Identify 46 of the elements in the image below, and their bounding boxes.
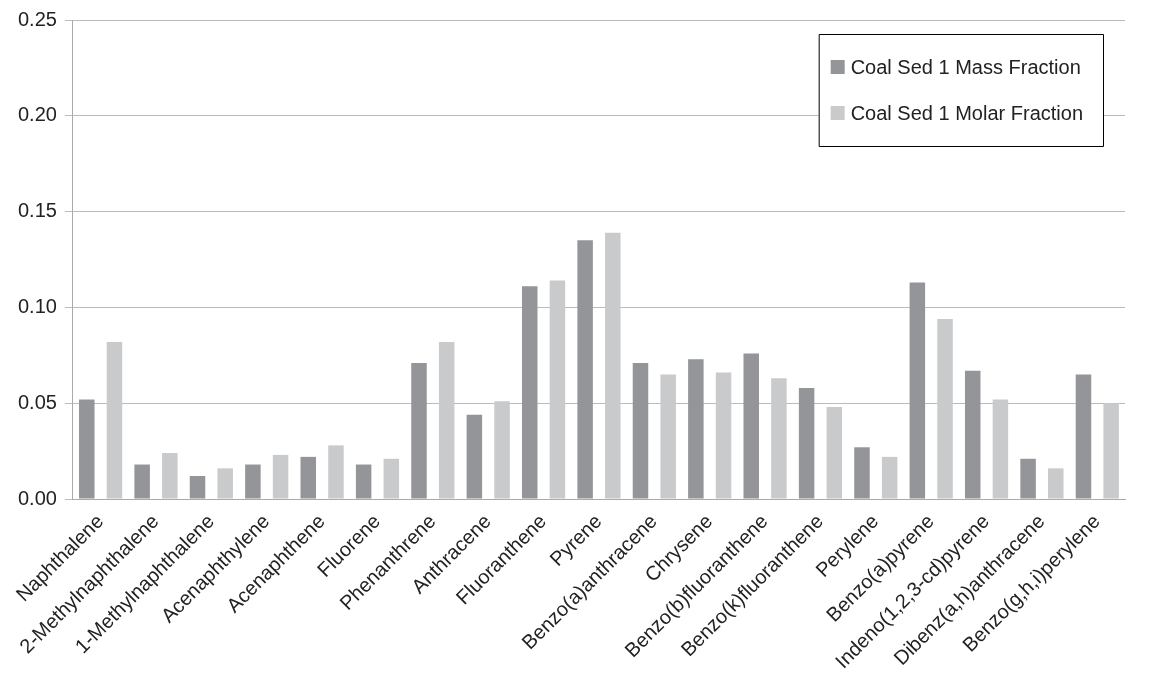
y-tick-label: 0.15 — [17, 199, 57, 222]
y-tick-label: 0.25 — [17, 7, 57, 30]
bar — [771, 378, 787, 499]
y-tick-label: 0.00 — [17, 486, 57, 509]
bar — [743, 353, 759, 499]
y-tick-label: 0.10 — [17, 294, 57, 317]
bar — [355, 464, 372, 499]
bar — [549, 280, 566, 499]
bar — [577, 240, 593, 499]
y-tick-label: 0.05 — [17, 390, 57, 413]
bar — [1103, 403, 1119, 499]
bar — [826, 407, 843, 499]
bar — [494, 401, 510, 499]
bar — [1020, 458, 1036, 499]
bar — [245, 464, 261, 499]
bar — [632, 362, 649, 499]
y-tick-label: 0.20 — [17, 103, 57, 126]
legend-label: Coal Sed 1 Mass Fraction — [850, 55, 1081, 78]
bar — [605, 232, 621, 499]
bar — [854, 447, 870, 499]
bar — [106, 341, 123, 499]
bar — [798, 387, 815, 499]
bar — [1048, 468, 1064, 499]
bar — [383, 458, 400, 499]
bar — [217, 468, 233, 499]
bar — [328, 445, 344, 499]
bar — [881, 456, 898, 499]
bar — [1075, 374, 1092, 499]
bar — [937, 318, 953, 499]
bar — [300, 456, 317, 499]
bar — [688, 359, 704, 499]
bar — [272, 454, 289, 499]
bar — [411, 362, 427, 499]
bar — [79, 399, 95, 499]
bar — [162, 453, 178, 499]
bar — [992, 399, 1009, 499]
bar — [715, 372, 732, 499]
bar — [964, 370, 981, 499]
bar — [660, 374, 676, 499]
bar — [134, 464, 150, 499]
bar — [909, 282, 926, 499]
legend-label: Coal Sed 1 Molar Fraction — [850, 101, 1083, 124]
bar — [466, 414, 483, 499]
bar — [189, 476, 206, 499]
bar — [522, 286, 538, 499]
bar — [438, 341, 455, 499]
